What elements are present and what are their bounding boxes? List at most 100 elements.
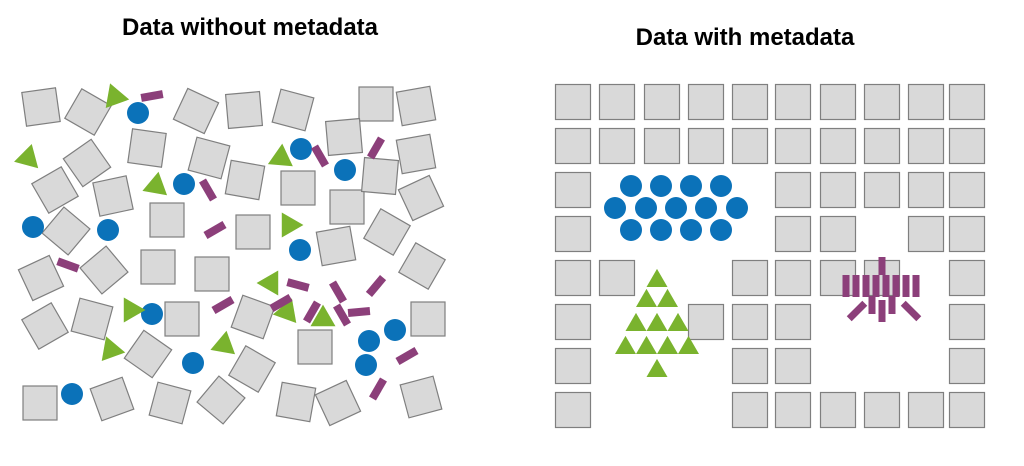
square-icon	[819, 391, 857, 429]
bar-icon	[333, 303, 351, 327]
bar-icon	[303, 300, 321, 324]
triangle-icon	[210, 330, 236, 355]
circle-icon	[650, 175, 672, 197]
triangle-icon	[667, 312, 689, 332]
square-icon	[948, 127, 986, 165]
square-icon	[554, 303, 592, 341]
panel-title-without-metadata: Data without metadata	[121, 14, 379, 41]
square-icon	[907, 171, 945, 209]
circle-icon	[182, 352, 204, 374]
square-icon	[20, 301, 70, 351]
square-icon	[92, 175, 134, 217]
square-icon	[554, 83, 592, 121]
square-icon	[164, 301, 200, 337]
bar-icon	[140, 90, 164, 102]
square-icon	[187, 136, 231, 180]
circle-icon	[173, 173, 195, 195]
bar-icon	[395, 347, 419, 365]
square-icon	[554, 171, 592, 209]
circle-icon	[127, 102, 149, 124]
square-icon	[314, 379, 362, 427]
square-icon	[194, 256, 230, 292]
triangle-icon	[646, 268, 668, 288]
triangle-icon	[657, 288, 678, 308]
square-icon	[230, 294, 276, 340]
circle-icon	[604, 197, 626, 219]
square-icon	[227, 344, 277, 394]
square-icon	[362, 207, 412, 257]
square-icon	[687, 83, 725, 121]
bar-icon	[56, 257, 80, 273]
square-icon	[907, 127, 945, 165]
square-icon	[315, 225, 357, 267]
square-icon	[196, 375, 246, 425]
bar-icon	[211, 296, 235, 314]
square-icon	[863, 127, 901, 165]
organized-data-panel	[554, 83, 986, 429]
square-icon	[774, 215, 812, 253]
bar-icon	[347, 307, 371, 317]
triangle-icon	[636, 288, 657, 308]
square-icon	[30, 165, 80, 215]
square-icon	[21, 87, 61, 127]
square-icon	[598, 127, 636, 165]
square-icon	[70, 297, 114, 341]
square-icon	[79, 245, 129, 295]
square-icon	[397, 241, 447, 291]
square-icon	[819, 83, 857, 121]
square-icon	[731, 259, 769, 297]
circle-icon	[680, 219, 702, 241]
triangle-icon	[281, 212, 304, 238]
square-icon	[172, 87, 220, 135]
square-icon	[399, 375, 443, 419]
square-icon	[280, 170, 316, 206]
circle-icon	[358, 330, 380, 352]
triangle-icon	[105, 83, 130, 109]
circle-icon	[620, 175, 642, 197]
bar-icon	[902, 275, 910, 297]
triangle-icon	[142, 171, 168, 196]
circle-icon	[635, 197, 657, 219]
triangle-icon	[310, 304, 336, 327]
triangle-icon	[657, 335, 678, 355]
bar-icon	[892, 275, 900, 297]
circle-icon	[665, 197, 687, 219]
bar-icon	[888, 296, 896, 314]
panel-title-with-metadata: Data with metadata	[635, 24, 855, 51]
circle-icon	[384, 319, 406, 341]
square-icon	[140, 249, 176, 285]
square-icon	[149, 202, 185, 238]
square-icon	[731, 83, 769, 121]
bar-icon	[329, 280, 347, 304]
triangle-icon	[636, 335, 657, 355]
bar-icon	[286, 278, 310, 292]
circle-icon	[141, 303, 163, 325]
bar-icon	[842, 275, 850, 297]
square-icon	[148, 381, 192, 425]
square-icon	[731, 347, 769, 385]
triangle-icon	[646, 312, 668, 332]
square-icon	[774, 259, 812, 297]
bar-icon	[900, 300, 922, 322]
square-icon	[687, 303, 725, 341]
square-icon	[17, 254, 65, 302]
triangle-icon	[615, 335, 636, 355]
square-icon	[360, 156, 400, 196]
circle-icon	[355, 354, 377, 376]
bar-icon	[311, 144, 329, 168]
square-icon	[410, 301, 446, 337]
square-icon	[907, 83, 945, 121]
triangle-icon	[678, 335, 699, 355]
square-icon	[41, 206, 91, 256]
square-icon	[948, 171, 986, 209]
square-icon	[774, 83, 812, 121]
circle-icon	[620, 219, 642, 241]
triangle-icon	[625, 312, 647, 332]
bar-icon	[852, 275, 860, 297]
square-icon	[275, 381, 317, 423]
circle-icon	[289, 239, 311, 261]
square-icon	[731, 127, 769, 165]
bar-icon	[868, 296, 876, 314]
circle-icon	[710, 175, 732, 197]
square-icon	[948, 259, 986, 297]
